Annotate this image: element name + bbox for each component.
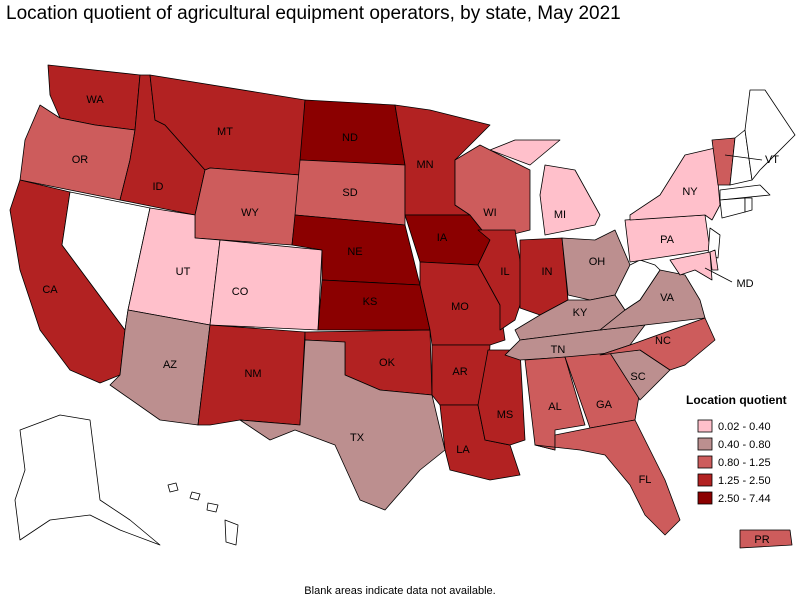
state	[629, 147, 721, 221]
state-label: VT	[765, 154, 779, 166]
state-label: PR	[754, 534, 769, 546]
state-label: VA	[660, 292, 675, 304]
state-label: TN	[551, 344, 566, 356]
state-label: NY	[682, 186, 698, 198]
state	[564, 352, 641, 429]
state	[709, 249, 719, 271]
state-label: KY	[573, 307, 588, 319]
legend-title: Location quotient	[686, 393, 787, 407]
state-label: IN	[542, 266, 553, 278]
state-label: IA	[437, 232, 448, 244]
state	[14, 414, 161, 546]
state	[239, 339, 446, 511]
state-label: ID	[153, 181, 164, 193]
state-label: ND	[342, 132, 358, 144]
state	[707, 227, 721, 259]
legend-label: 2.50 - 7.44	[718, 493, 771, 505]
state-label: MS	[497, 409, 514, 421]
state	[719, 197, 746, 219]
legend-swatch	[697, 473, 713, 487]
state-label: AL	[548, 401, 561, 413]
state-label: AR	[452, 366, 467, 378]
state	[209, 239, 323, 331]
state	[599, 317, 716, 371]
states	[9, 64, 796, 549]
state-label: NM	[244, 368, 261, 380]
leader-line	[724, 154, 763, 161]
state-label: MO	[451, 301, 469, 313]
state	[477, 229, 526, 331]
legend-swatch	[697, 455, 713, 469]
state-label: WA	[86, 94, 104, 106]
state	[489, 139, 601, 236]
legend-label: 0.02 - 0.40	[718, 421, 771, 433]
state-label: OR	[72, 154, 89, 166]
leader-line	[704, 267, 733, 283]
state	[477, 349, 526, 446]
state	[744, 197, 753, 213]
state-label: CO	[232, 286, 249, 298]
state-label: OK	[379, 357, 396, 369]
state-label: NC	[655, 335, 671, 347]
state-label: FL	[639, 474, 652, 486]
state-label: CA	[42, 284, 58, 296]
state-label: AZ	[163, 359, 177, 371]
state-label: IL	[500, 266, 509, 278]
footnote: Blank areas indicate data not available.	[304, 585, 495, 597]
state-label: NE	[347, 246, 362, 258]
state-label: OH	[589, 256, 606, 268]
state	[614, 259, 661, 311]
state-label: GA	[596, 399, 613, 411]
legend-label: 0.80 - 1.25	[718, 457, 771, 469]
state-label: SC	[630, 371, 645, 383]
state	[744, 89, 796, 181]
map-title: Location quotient of agricultural equipm…	[6, 3, 621, 24]
state-label: TX	[350, 432, 365, 444]
state-label: MI	[554, 209, 566, 221]
state-label: SD	[342, 187, 357, 199]
state-label: MT	[217, 126, 233, 138]
state	[167, 482, 239, 546]
legend-swatch	[697, 437, 713, 451]
state-label: MN	[416, 159, 433, 171]
legend-swatch	[697, 419, 713, 433]
legend-label: 1.25 - 2.50	[718, 475, 771, 487]
state-label: LA	[456, 444, 470, 456]
state	[534, 419, 681, 536]
state-label: PA	[660, 234, 675, 246]
state	[719, 184, 771, 201]
state-label: WI	[483, 207, 496, 219]
legend-swatch	[697, 491, 713, 505]
state-label: WY	[241, 207, 259, 219]
state	[669, 251, 713, 281]
state-label: UT	[176, 266, 191, 278]
state-labels: WA OR CA ID MT WY UT CO AZ NM ND SD NE KS OK TX MN IA MO AR…	[42, 94, 779, 546]
legend: 0.02 - 0.40 0.40 - 0.80 0.80 - 1.25 1.25 - …	[697, 419, 771, 505]
state-label: MD	[736, 278, 753, 290]
state-label: KS	[363, 296, 378, 308]
state	[739, 529, 793, 549]
legend-label: 0.40 - 0.80	[718, 439, 771, 451]
